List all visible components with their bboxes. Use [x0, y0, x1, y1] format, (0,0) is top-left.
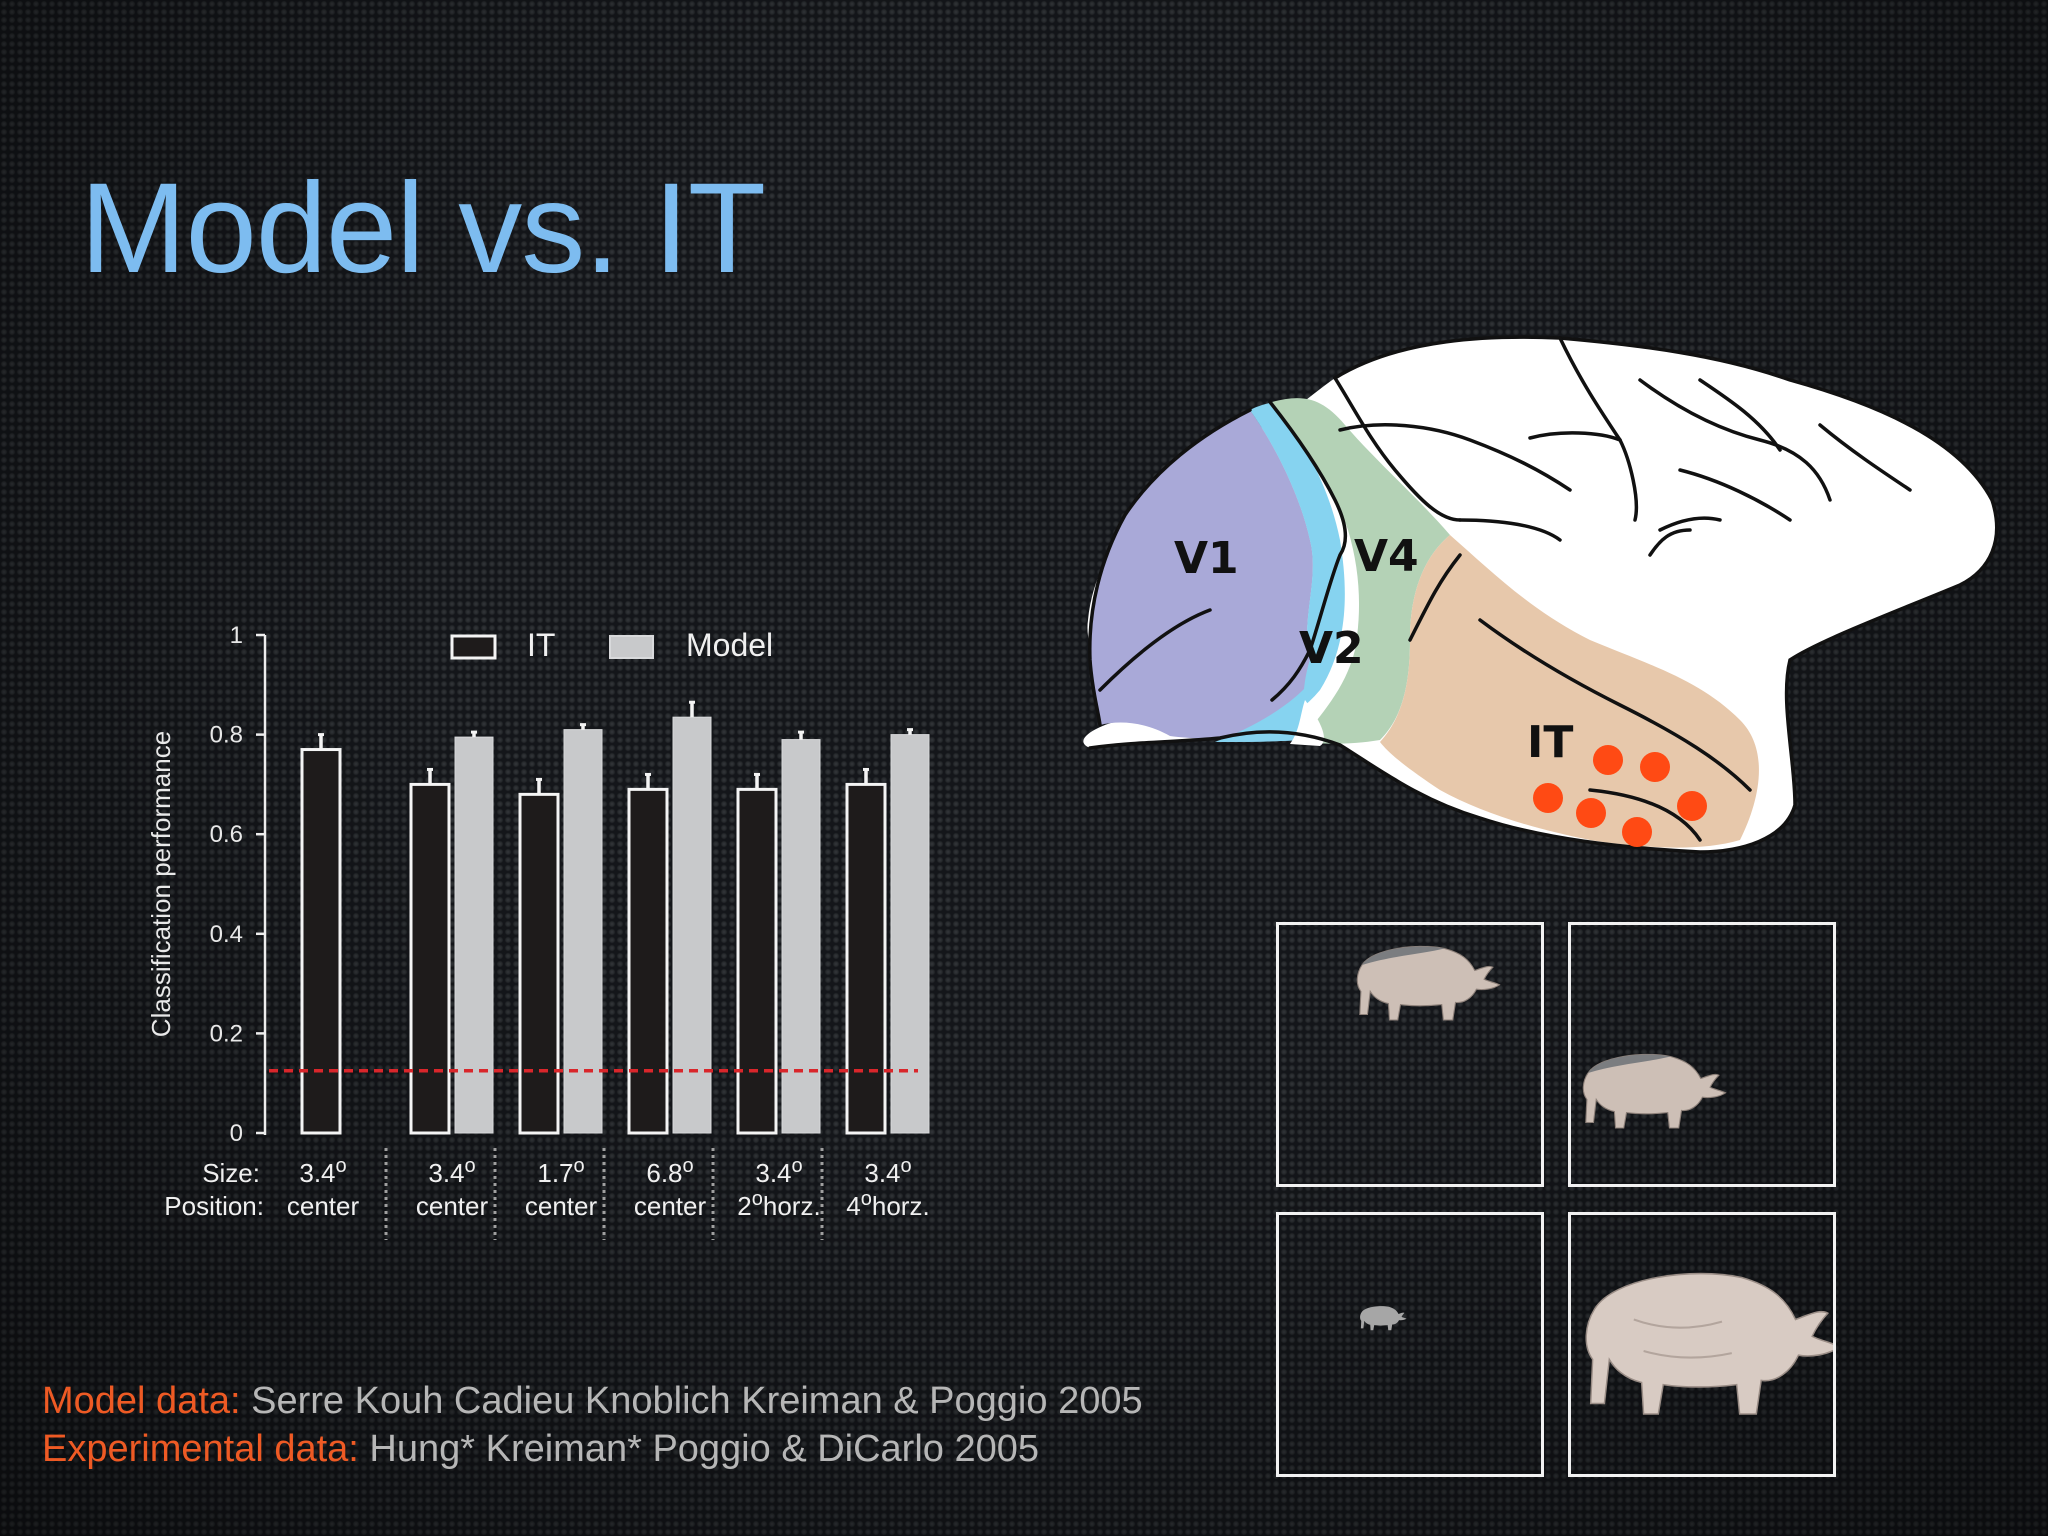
position-label: center	[287, 1191, 360, 1221]
area-label-v1: V1	[1174, 533, 1239, 584]
v1-region	[1089, 410, 1313, 740]
y-axis-label: Classification performance	[146, 731, 176, 1037]
stimulus-panel-top-left	[1276, 922, 1544, 1187]
position-label: 4ohorz.	[846, 1188, 929, 1221]
recording-site-dot	[1533, 783, 1563, 813]
recording-site-dot	[1593, 745, 1623, 775]
bar-it	[736, 787, 778, 1135]
bar-chart: 0 0.2 0.4 0.6 0.8 1 Classification performance…	[146, 622, 930, 1240]
recording-site-dot	[1622, 817, 1652, 847]
recording-site-dot	[1640, 752, 1670, 782]
position-label: 2ohorz.	[737, 1188, 820, 1221]
experimental-data-credit: Experimental data: Hung* Kreiman* Poggio…	[42, 1428, 1039, 1471]
recording-site-dot	[1576, 798, 1606, 828]
stimulus-panel-top-right	[1568, 922, 1836, 1187]
size-label: 1.7o	[537, 1155, 584, 1188]
experimental-data-label: Experimental data:	[42, 1428, 359, 1470]
bar-it	[845, 782, 887, 1135]
area-label-it: IT	[1527, 717, 1573, 768]
legend-label-it: IT	[527, 627, 555, 663]
size-label: 6.8o	[646, 1155, 693, 1188]
size-label: 3.4o	[755, 1155, 802, 1188]
recording-site-dot	[1677, 791, 1707, 821]
y-tick-label: 0	[230, 1120, 243, 1147]
v4-region	[1272, 398, 1450, 744]
size-label: 3.4o	[299, 1155, 346, 1188]
size-label: 3.4o	[864, 1155, 911, 1188]
bar-model	[781, 739, 821, 1134]
legend-label-model: Model	[686, 627, 773, 663]
slide-title: Model vs. IT	[80, 157, 766, 300]
legend-swatch-model	[609, 635, 654, 659]
y-tick-label: 0.8	[210, 722, 243, 749]
bar-model	[563, 729, 603, 1134]
legend-swatch-it	[450, 634, 497, 660]
v2-inner	[1215, 402, 1345, 742]
model-data-text: Serre Kouh Cadieu Knoblich Kreiman & Pog…	[251, 1380, 1143, 1422]
size-label: 3.4o	[428, 1155, 475, 1188]
rhino-icon	[1585, 1272, 1833, 1415]
y-tick-label: 0.4	[210, 921, 243, 948]
bar-it	[518, 792, 560, 1135]
stimulus-panel-bottom-right	[1568, 1212, 1836, 1477]
bar-model	[454, 736, 494, 1134]
rhino-icon	[1356, 945, 1501, 1021]
bar-it	[627, 787, 669, 1135]
y-tick-label: 0.2	[210, 1020, 243, 1047]
brain-diagram: V1 V4 V2 IT	[1083, 335, 1999, 854]
position-row-label: Position:	[164, 1191, 264, 1221]
model-data-credit: Model data: Serre Kouh Cadieu Knoblich K…	[42, 1380, 1143, 1423]
area-label-v4: V4	[1354, 531, 1419, 582]
model-data-label: Model data:	[42, 1380, 241, 1422]
bar-model	[672, 716, 712, 1134]
stimulus-panel-bottom-left	[1276, 1212, 1544, 1477]
experimental-data-text: Hung* Kreiman* Poggio & DiCarlo 2005	[369, 1428, 1040, 1470]
y-tick-label: 0.6	[210, 821, 243, 848]
area-label-v2: V2	[1299, 623, 1364, 674]
y-tick-label: 1	[230, 622, 243, 649]
position-label: center	[634, 1191, 707, 1221]
rhino-icon	[1360, 1306, 1407, 1331]
position-label: center	[525, 1191, 598, 1221]
position-label: center	[416, 1191, 489, 1221]
bar-it	[409, 782, 451, 1135]
rhino-icon	[1582, 1053, 1727, 1129]
sulci-lines	[1088, 335, 1999, 854]
recording-sites	[1533, 745, 1707, 847]
size-row-label: Size:	[202, 1158, 260, 1188]
